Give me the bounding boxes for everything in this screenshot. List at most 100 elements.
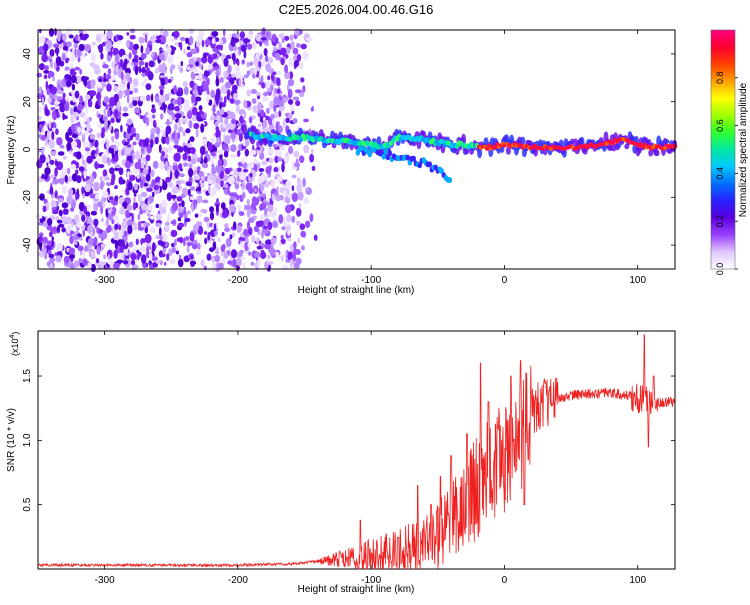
noise-blob bbox=[220, 202, 226, 211]
noise-blob bbox=[147, 203, 153, 211]
noise-blob bbox=[66, 167, 71, 175]
noise-blob bbox=[204, 38, 211, 46]
noise-blob bbox=[258, 168, 265, 172]
noise-blob bbox=[74, 240, 78, 246]
noise-blob bbox=[216, 137, 221, 143]
noise-blob bbox=[221, 143, 228, 151]
noise-blob bbox=[174, 238, 177, 246]
noise-blob bbox=[280, 47, 287, 56]
noise-blob bbox=[235, 70, 241, 79]
noise-blob bbox=[72, 235, 79, 241]
noise-blob bbox=[78, 257, 83, 264]
snr-x-tick-label: -200 bbox=[228, 575, 248, 586]
noise-blob bbox=[215, 246, 220, 252]
noise-blob bbox=[68, 34, 74, 39]
noise-blob bbox=[183, 86, 189, 96]
noise-blob bbox=[212, 107, 216, 113]
noise-blob bbox=[83, 33, 89, 39]
noise-blob bbox=[283, 251, 287, 256]
noise-blob bbox=[280, 235, 284, 239]
noise-blob bbox=[238, 78, 242, 88]
noise-blob bbox=[65, 59, 69, 64]
noise-blob bbox=[146, 187, 153, 192]
noise-blob bbox=[134, 106, 140, 114]
noise-blob bbox=[313, 234, 318, 241]
noise-blob bbox=[254, 66, 257, 76]
noise-blob bbox=[210, 35, 217, 40]
noise-blob bbox=[258, 220, 264, 226]
noise-blob bbox=[100, 181, 104, 190]
noise-blob bbox=[145, 46, 150, 55]
noise-blob bbox=[223, 184, 229, 188]
noise-blob bbox=[263, 225, 268, 230]
noise-blob bbox=[256, 245, 262, 250]
noise-blob bbox=[202, 138, 208, 146]
noise-blob bbox=[146, 67, 150, 72]
noise-blob bbox=[220, 127, 227, 133]
noise-blob bbox=[174, 41, 178, 46]
noise-blob bbox=[150, 128, 157, 135]
noise-blob bbox=[300, 230, 306, 238]
noise-blob bbox=[238, 47, 242, 56]
noise-blob bbox=[52, 76, 55, 82]
noise-blob bbox=[129, 154, 133, 164]
noise-blob bbox=[188, 120, 193, 129]
noise-blob bbox=[114, 195, 119, 202]
noise-blob bbox=[50, 60, 54, 69]
ridge-halo bbox=[520, 136, 526, 146]
noise-blob bbox=[79, 95, 83, 104]
snr-panel: -300 -200 -100 0 100 0.5 1.0 1.5 Height of str… bbox=[6, 330, 676, 595]
noise-blob bbox=[203, 216, 210, 223]
noise-blob bbox=[93, 202, 99, 212]
noise-blob bbox=[190, 254, 194, 260]
noise-blob bbox=[78, 29, 84, 35]
noise-blob bbox=[71, 75, 77, 84]
noise-blob bbox=[71, 221, 74, 228]
colorbar-tick-label: 0.8 bbox=[715, 72, 725, 85]
noise-blob bbox=[106, 142, 110, 149]
noise-blob bbox=[271, 221, 279, 228]
noise-blob bbox=[71, 133, 78, 139]
noise-blob bbox=[95, 193, 100, 200]
noise-blob bbox=[101, 230, 108, 240]
noise-blob bbox=[219, 77, 224, 83]
noise-blob bbox=[90, 79, 96, 89]
noise-blob bbox=[133, 87, 139, 94]
noise-blob bbox=[97, 113, 103, 118]
noise-blob bbox=[283, 156, 290, 162]
noise-blob bbox=[200, 123, 205, 133]
noise-blob bbox=[81, 186, 84, 195]
noise-blob bbox=[54, 100, 61, 105]
noise-blob bbox=[204, 237, 208, 245]
noise-blob bbox=[159, 206, 167, 215]
noise-blob bbox=[123, 230, 128, 237]
noise-blob bbox=[117, 35, 124, 41]
noise-blob bbox=[113, 262, 120, 270]
noise-blob bbox=[53, 113, 57, 119]
noise-blob bbox=[153, 184, 159, 191]
noise-blob bbox=[44, 65, 49, 71]
noise-blob bbox=[207, 63, 214, 70]
noise-blob bbox=[127, 138, 130, 145]
noise-blob bbox=[214, 141, 221, 148]
noise-blob bbox=[109, 167, 115, 175]
noise-blob bbox=[171, 46, 177, 51]
noise-blob bbox=[124, 88, 130, 96]
noise-blob bbox=[251, 235, 256, 243]
noise-blob bbox=[168, 258, 176, 265]
noise-blob bbox=[63, 41, 66, 47]
noise-blob bbox=[264, 221, 269, 226]
noise-blob bbox=[106, 213, 114, 220]
noise-blob bbox=[216, 149, 224, 155]
noise-blob bbox=[102, 64, 109, 69]
noise-blob bbox=[201, 39, 205, 48]
colorbar-tick-label: 0.0 bbox=[715, 263, 725, 276]
noise-blob bbox=[85, 149, 92, 158]
noise-blob bbox=[91, 150, 97, 159]
noise-blob bbox=[267, 31, 272, 41]
noise-blob bbox=[54, 190, 58, 199]
snr-scale-text: (x104) bbox=[9, 332, 20, 356]
noise-blob bbox=[174, 136, 179, 146]
noise-blob bbox=[45, 80, 49, 91]
